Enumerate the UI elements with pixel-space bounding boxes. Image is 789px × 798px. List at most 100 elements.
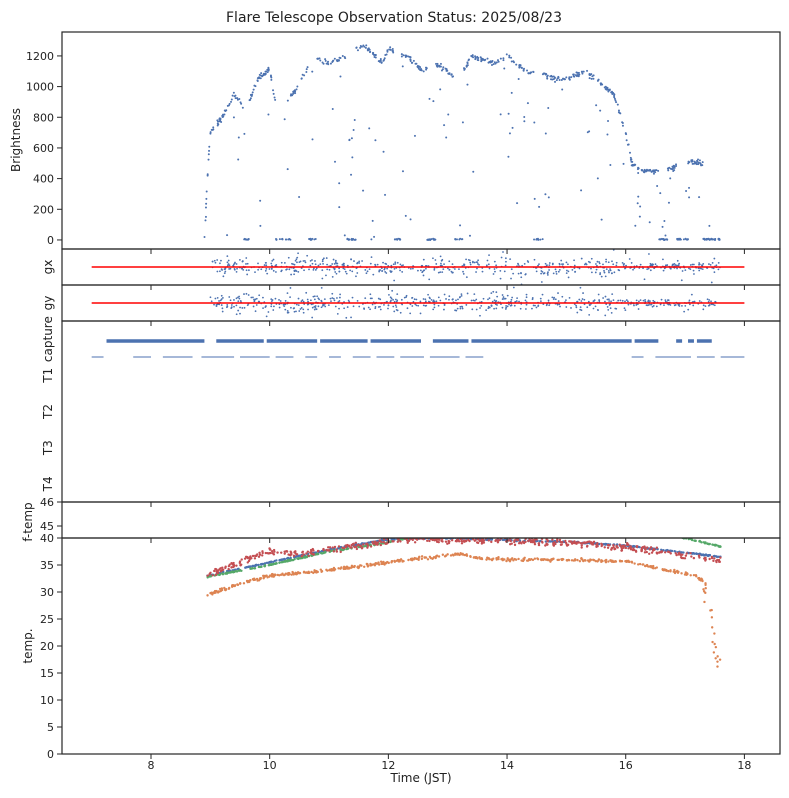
temp-orange-point — [437, 555, 441, 558]
gy-point — [579, 308, 582, 311]
st-frame — [61, 320, 781, 503]
temp-red-point — [635, 545, 639, 549]
temp-orange-point — [271, 574, 274, 577]
gy-point — [286, 292, 289, 295]
brightness-point — [335, 59, 338, 62]
brightness-y-tick-label: 1200 — [26, 50, 54, 63]
gx-point — [500, 256, 503, 259]
gy-point — [565, 299, 567, 302]
gy-point — [316, 295, 319, 298]
temp-orange-point — [455, 553, 458, 556]
temp-red-point — [596, 544, 599, 548]
gx-point — [390, 270, 393, 273]
gx-point — [417, 269, 419, 272]
gx-point — [338, 267, 341, 270]
temp-orange-point — [238, 582, 242, 585]
x-axis-label: Time (JST) — [389, 771, 451, 785]
brightness-point — [447, 113, 450, 116]
brightness-point — [407, 55, 410, 58]
brightness-point — [425, 68, 428, 71]
gy-point — [235, 313, 238, 316]
gy-point — [651, 305, 654, 308]
temp-blue-point — [249, 565, 252, 568]
temp-red-point — [289, 550, 292, 553]
gx-point — [306, 254, 309, 257]
temp-orange-point — [441, 553, 445, 556]
gx-point — [332, 258, 335, 261]
brightness-point — [544, 132, 547, 135]
gx-point — [477, 259, 479, 262]
brightness-point — [474, 56, 477, 59]
brightness-point — [409, 56, 412, 59]
gx-point — [366, 270, 369, 273]
brightness-point — [443, 124, 446, 127]
brightness-point — [415, 62, 418, 65]
gy-point — [255, 297, 258, 300]
temp-red-point — [300, 554, 304, 557]
gy-point — [510, 298, 513, 301]
temp-orange-point — [472, 556, 476, 559]
gy-point — [539, 297, 542, 300]
gx-point — [328, 268, 331, 271]
temp-red-point — [335, 548, 338, 551]
temp-red-point — [261, 554, 264, 557]
gy-point — [503, 297, 506, 300]
gy-point — [284, 308, 287, 311]
temp-red-point — [253, 557, 257, 560]
brightness-point — [486, 57, 489, 60]
temp-blue-point — [712, 554, 715, 558]
brightness-y-tick-label: 600 — [33, 142, 54, 155]
temp-red-point — [437, 538, 440, 541]
gy-point — [531, 307, 533, 310]
gy-point — [347, 299, 350, 302]
gx-point — [334, 259, 337, 262]
gy-point — [284, 300, 287, 302]
gx-point — [447, 267, 449, 270]
brightness-y-tick-label: 400 — [33, 173, 54, 186]
gx-point — [717, 261, 720, 264]
gy-point — [302, 311, 305, 314]
gy-point — [557, 292, 559, 294]
temp-orange-point — [407, 558, 410, 562]
brightness-point — [439, 62, 442, 65]
gy-point — [511, 296, 514, 299]
gy-point — [443, 308, 445, 311]
brightness-point — [600, 218, 603, 221]
gx-point — [632, 268, 634, 271]
gy-point — [320, 306, 323, 309]
brightness-point — [412, 59, 415, 62]
gy-point — [258, 294, 261, 297]
brightness-point — [321, 61, 324, 64]
brightness-point — [359, 46, 362, 49]
temp-orange-point — [273, 573, 277, 576]
brightness-point — [324, 58, 327, 61]
temp-orange-point — [669, 569, 672, 572]
gx-point — [361, 260, 364, 262]
brightness-point — [306, 66, 309, 69]
gx-point — [510, 277, 512, 280]
gx-point — [517, 262, 519, 265]
gx-point — [257, 268, 260, 271]
brightness-point — [691, 162, 694, 165]
gy-point — [650, 303, 653, 306]
brightness-point — [205, 197, 208, 200]
gy-point — [346, 306, 349, 308]
brightness-point — [204, 219, 207, 222]
gy-point — [220, 294, 223, 297]
gx-point — [543, 272, 546, 274]
brightness-point — [582, 70, 585, 73]
temp-green-point — [274, 562, 277, 565]
gy-point — [424, 304, 427, 307]
temp-red-point — [681, 556, 685, 560]
gy-point — [379, 298, 382, 301]
brightness-point — [324, 59, 327, 62]
brightness-point — [523, 120, 526, 123]
gy-point — [619, 299, 622, 302]
temp-orange-point — [342, 565, 346, 569]
gx-point — [448, 260, 451, 263]
gx-point — [555, 272, 558, 275]
gy-point — [390, 297, 393, 300]
temp-red-point — [715, 560, 718, 564]
temp-orange-point — [600, 560, 603, 564]
brightness-point — [507, 155, 510, 158]
